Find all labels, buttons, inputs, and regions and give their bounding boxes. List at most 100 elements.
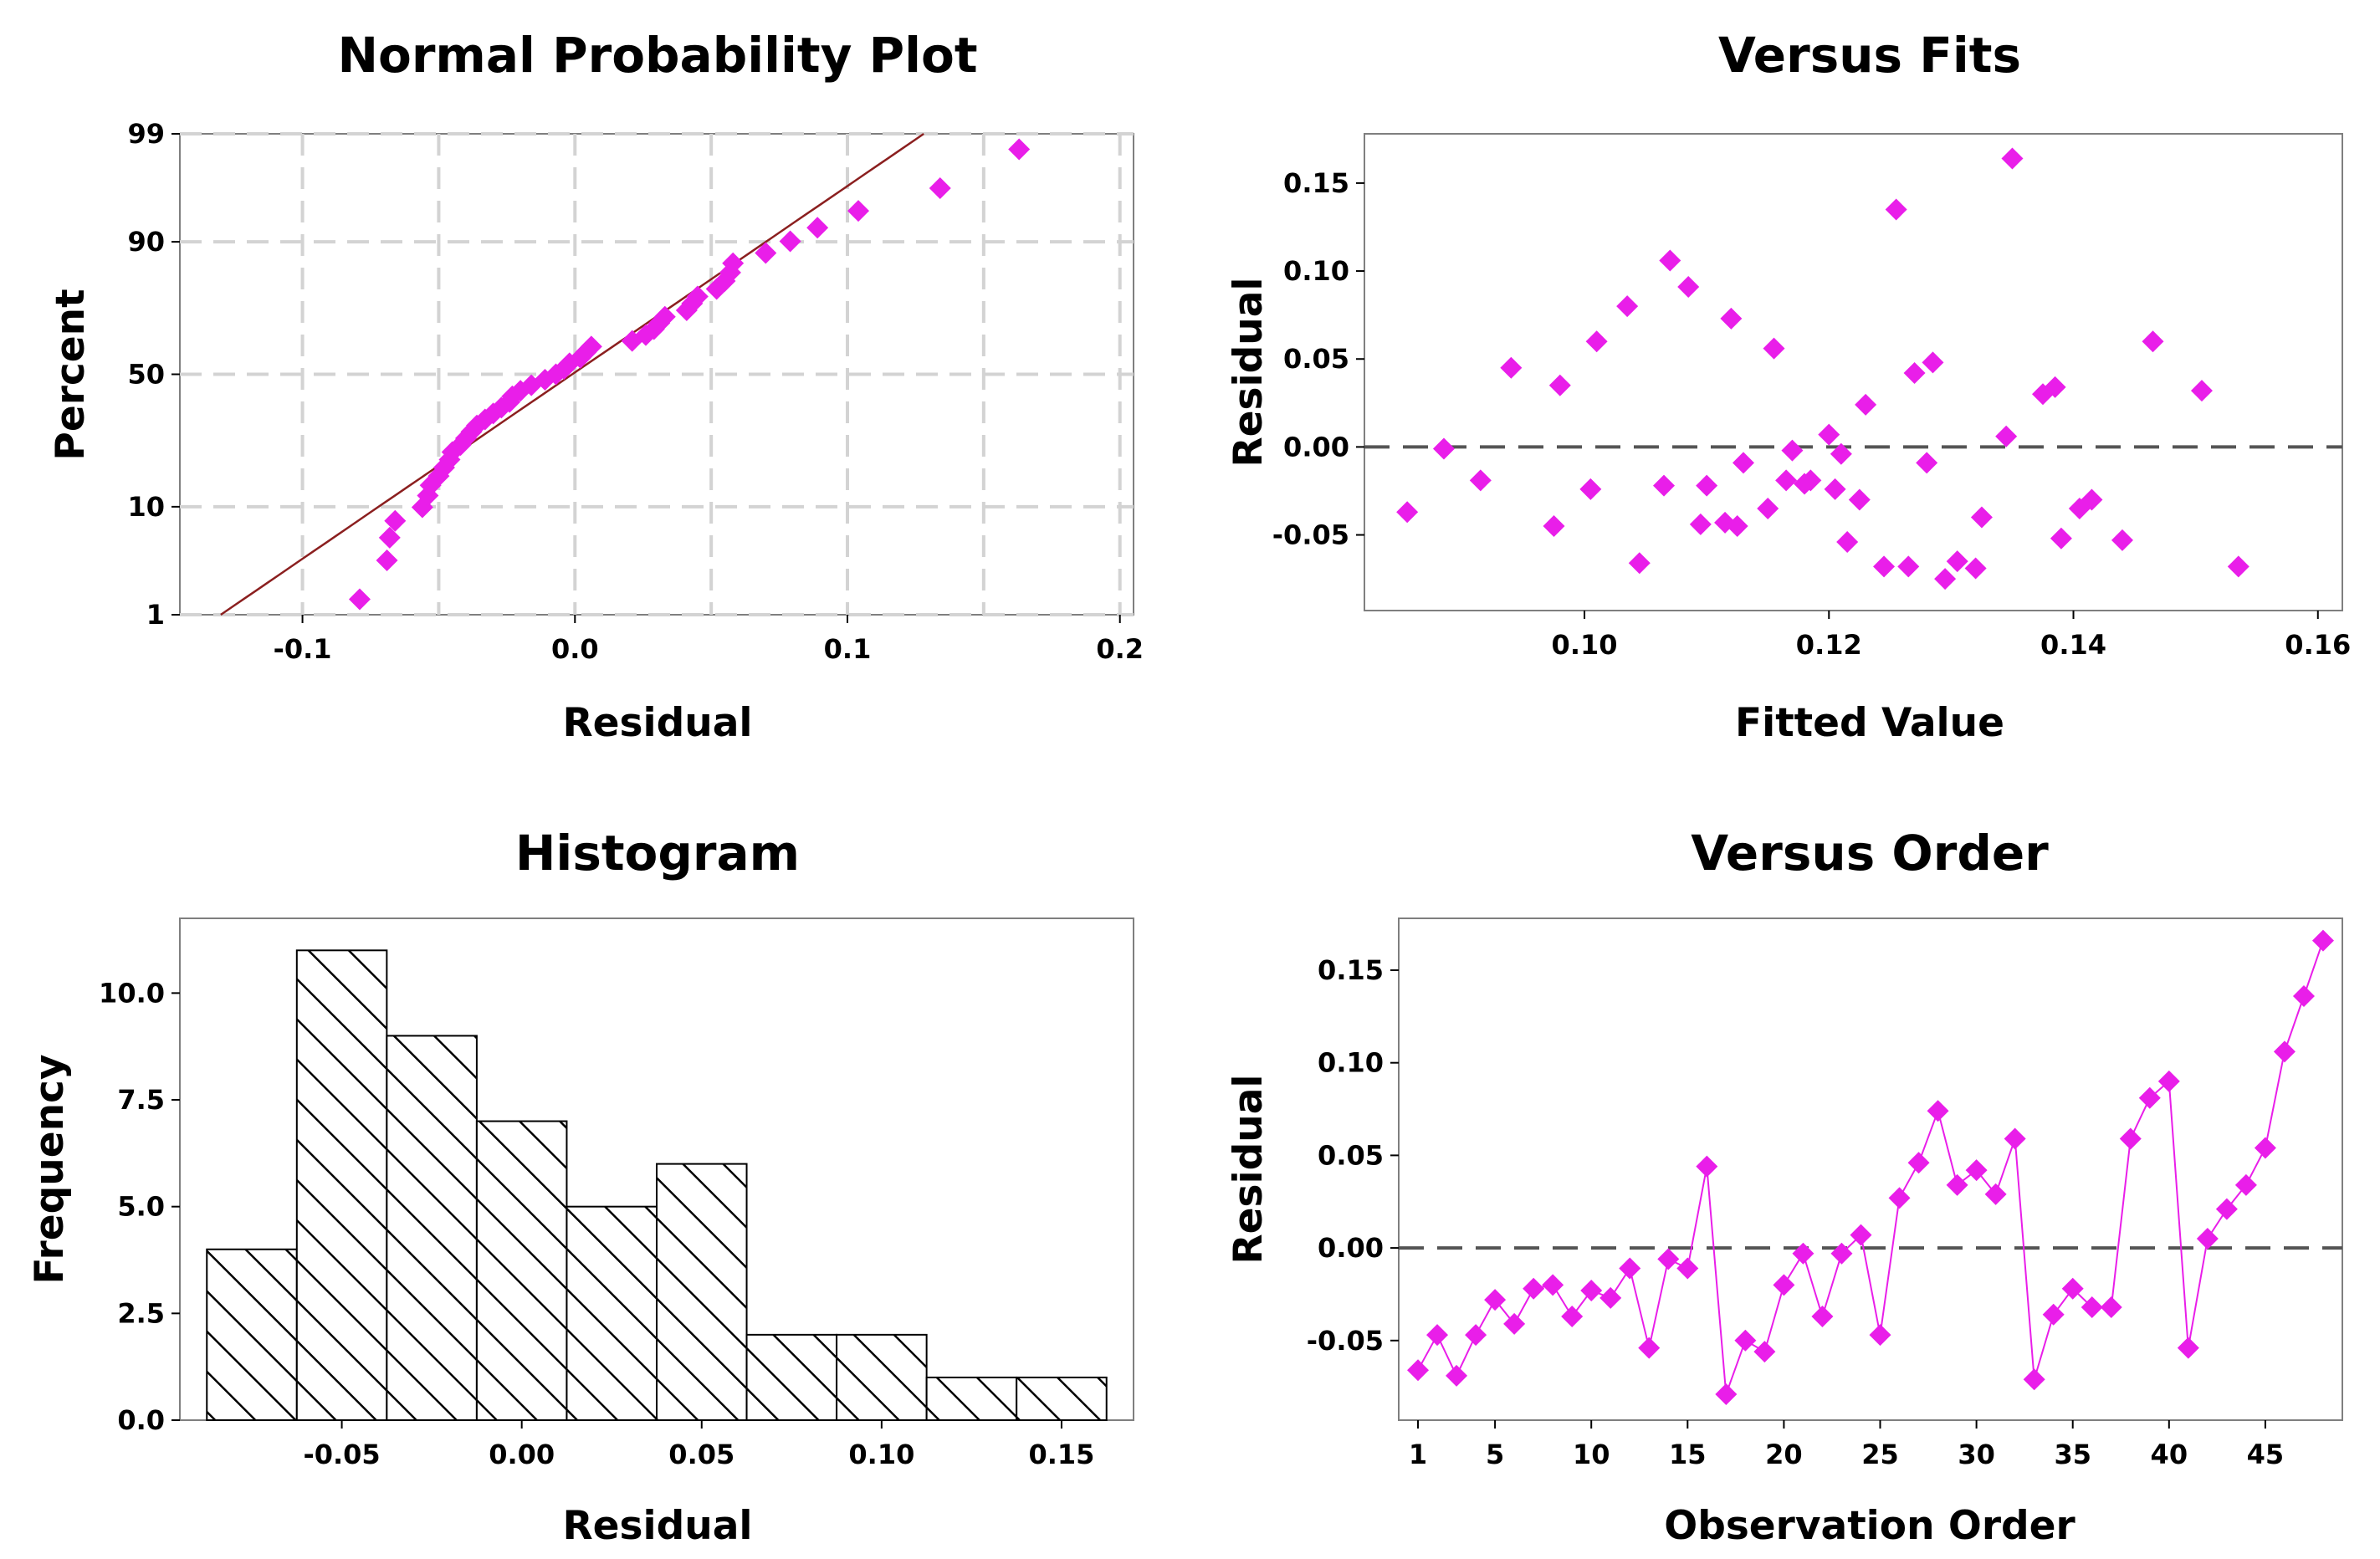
fits-point-4 — [1500, 356, 1523, 379]
order-point-33 — [2023, 1368, 2045, 1391]
fits-point-33 — [1885, 198, 1907, 221]
fits-point-47 — [2081, 488, 2103, 511]
fits-point-27 — [1824, 478, 1846, 500]
npp-ytick-3: 90 — [127, 226, 165, 258]
normal-probability-marks: -0.1 0.0 0.1 0.2 1 10 50 90 99 — [127, 118, 1144, 665]
fits-point-30 — [1848, 488, 1871, 511]
fits-point-3 — [1469, 469, 1492, 492]
fits-point-44 — [2044, 376, 2066, 398]
fits-point-18 — [1726, 515, 1748, 538]
order-point-20 — [1773, 1274, 1795, 1296]
fits-point-14 — [1689, 513, 1712, 535]
fits-xtick-0: 0.10 — [1552, 629, 1618, 661]
fits-point-9 — [1616, 295, 1639, 318]
fits-point-34 — [1903, 362, 1926, 385]
fits-point-20 — [1757, 498, 1779, 520]
fits-point-32 — [1873, 555, 1896, 578]
fits-point-10 — [1628, 552, 1651, 575]
npp-point-46 — [929, 176, 951, 199]
order-xtick-8: 40 — [2151, 1439, 2188, 1470]
fits-point-23 — [1781, 439, 1804, 462]
histogram-bar-2 — [295, 949, 388, 1421]
order-point-2 — [1426, 1324, 1449, 1347]
order-ytick-1: 0.00 — [1318, 1232, 1384, 1264]
npp-point-41 — [722, 252, 745, 274]
npp-point-37 — [686, 285, 709, 308]
order-ytick-0: -0.05 — [1307, 1325, 1384, 1357]
fits-point-28 — [1830, 442, 1852, 465]
npp-point-43 — [779, 230, 801, 253]
order-xtick-0: 1 — [1409, 1439, 1427, 1470]
order-xtick-3: 15 — [1669, 1439, 1707, 1470]
order-point-12 — [1619, 1257, 1641, 1280]
npp-point-45 — [847, 200, 870, 222]
fits-point-17 — [1720, 307, 1743, 330]
order-point-15 — [1676, 1257, 1699, 1280]
order-point-9 — [1561, 1306, 1584, 1328]
order-point-11 — [1599, 1286, 1622, 1309]
versus-fits-panel: Versus Fits 0.10 0.12 0.14 0.16 -0.05 0.00 0.0… — [1226, 27, 2351, 746]
order-point-36 — [2081, 1296, 2103, 1318]
npp-ytick-0: 1 — [146, 599, 165, 631]
order-point-6 — [1503, 1312, 1526, 1335]
histogram-marks: -0.05 0.00 0.05 0.10 0.15 0.0 2.5 5.0 7.5 10.0 — [99, 949, 1108, 1470]
fits-point-8 — [1585, 330, 1608, 353]
normal-probability-ylabel: Percent — [48, 289, 94, 460]
order-point-14 — [1657, 1248, 1680, 1270]
versus-order-title: Versus Order — [1691, 825, 2049, 882]
histogram-bar-9 — [925, 1376, 1018, 1421]
npp-point-47 — [1008, 138, 1031, 161]
histogram-bar-8 — [836, 1333, 928, 1421]
hist-xtick-3: 0.10 — [848, 1439, 914, 1470]
order-point-1 — [1407, 1359, 1430, 1382]
hist-ytick-2: 5.0 — [117, 1191, 165, 1223]
fits-point-38 — [1946, 550, 1968, 573]
histogram-bar-7 — [745, 1333, 838, 1421]
order-point-13 — [1638, 1337, 1661, 1359]
npp-point-42 — [755, 242, 777, 264]
order-ytick-4: 0.15 — [1318, 954, 1384, 986]
order-point-8 — [1542, 1274, 1564, 1296]
versus-fits-marks: 0.10 0.12 0.14 0.16 -0.05 0.00 0.05 0.10 0.15 — [1272, 147, 2351, 661]
order-point-30 — [1965, 1159, 1988, 1182]
fits-point-39 — [1970, 506, 1993, 529]
histogram-panel: Histogram -0.05 0.00 0.05 0.10 0.15 0.0 2.5 5.0… — [27, 825, 1134, 1549]
npp-ytick-1: 10 — [127, 491, 165, 523]
versus-order-plot-area — [1398, 918, 2343, 1421]
fits-point-22 — [1775, 469, 1798, 492]
fits-point-52 — [1897, 555, 1920, 578]
fits-point-12 — [1659, 249, 1681, 272]
npp-point-34 — [653, 305, 676, 328]
order-point-34 — [2042, 1303, 2065, 1326]
versus-fits-xlabel: Fitted Value — [1735, 700, 2004, 746]
histogram-title: Histogram — [515, 825, 800, 882]
fits-point-19 — [1732, 452, 1754, 474]
fits-point-11 — [1653, 474, 1676, 497]
order-point-28 — [1927, 1100, 1949, 1122]
versus-order-panel: Versus Order 1 5 10 15 20 25 30 35 40 45-0.050.00… — [1226, 825, 2343, 1549]
histogram-bar-6 — [656, 1163, 748, 1422]
fits-ytick-3: 0.10 — [1283, 255, 1349, 287]
order-point-10 — [1580, 1280, 1603, 1302]
npp-point-5 — [411, 496, 433, 519]
npp-point-6 — [417, 484, 439, 507]
hist-xtick-0: -0.05 — [303, 1439, 380, 1470]
hist-ytick-0: 0.0 — [117, 1404, 165, 1436]
fits-point-6 — [1548, 374, 1571, 396]
order-point-32 — [2004, 1127, 2026, 1150]
order-ytick-3: 0.10 — [1318, 1047, 1384, 1079]
fits-point-29 — [1836, 530, 1859, 553]
order-point-17 — [1715, 1383, 1738, 1406]
order-point-47 — [2292, 984, 2315, 1007]
order-point-3 — [1446, 1364, 1468, 1387]
order-point-24 — [1850, 1224, 1872, 1246]
npp-ytick-2: 50 — [127, 359, 165, 391]
order-point-29 — [1946, 1173, 1968, 1196]
order-xtick-2: 10 — [1573, 1439, 1610, 1470]
fits-point-50 — [2190, 380, 2213, 402]
fits-point-5 — [1543, 515, 1565, 538]
fits-point-13 — [1677, 275, 1700, 298]
fits-point-40 — [1964, 557, 1987, 580]
order-ytick-2: 0.05 — [1318, 1139, 1384, 1171]
